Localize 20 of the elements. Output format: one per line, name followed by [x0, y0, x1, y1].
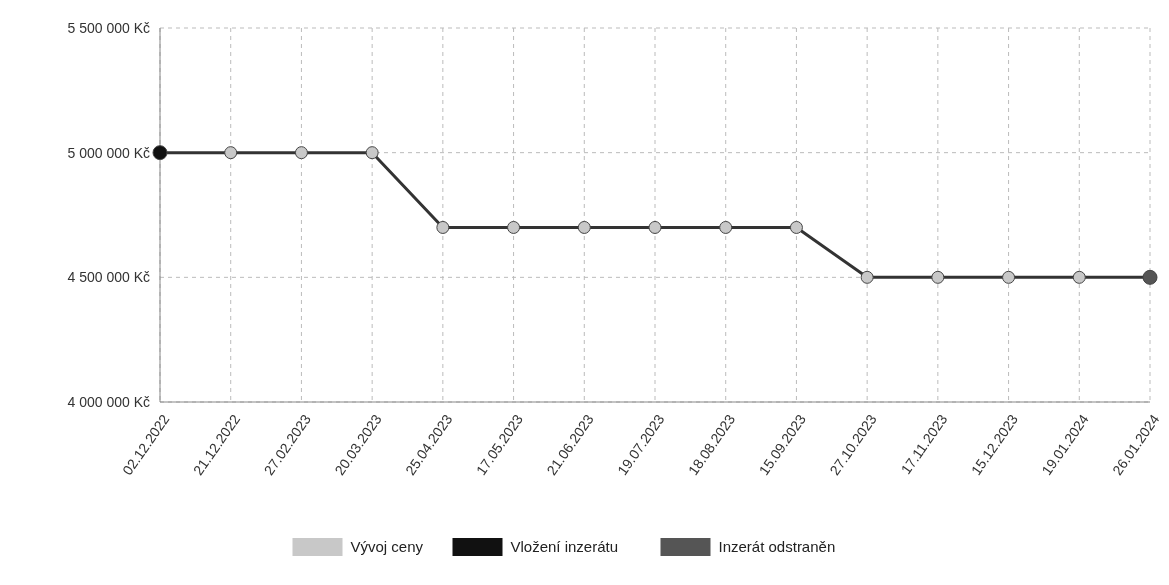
y-tick-label: 4 500 000 Kč [67, 269, 150, 286]
point [507, 220, 521, 234]
point [648, 220, 662, 234]
point [931, 270, 945, 284]
point [365, 146, 379, 160]
y-tick-label: 5 500 000 Kč [67, 19, 150, 36]
point [789, 220, 803, 234]
point [294, 146, 308, 160]
point [577, 220, 591, 234]
point [1072, 270, 1086, 284]
y-tick-label: 5 000 000 Kč [67, 144, 150, 161]
point [436, 220, 450, 234]
y-tick-label: 4 000 000 Kč [67, 393, 150, 410]
legend-label: Inzerát odstraněn [718, 538, 836, 556]
point [1002, 270, 1016, 284]
legend-label: Vložení inzerátu [510, 538, 619, 556]
legend-label: Vývoj ceny [350, 538, 424, 556]
point [719, 220, 733, 234]
point [860, 270, 874, 284]
point [224, 146, 238, 160]
